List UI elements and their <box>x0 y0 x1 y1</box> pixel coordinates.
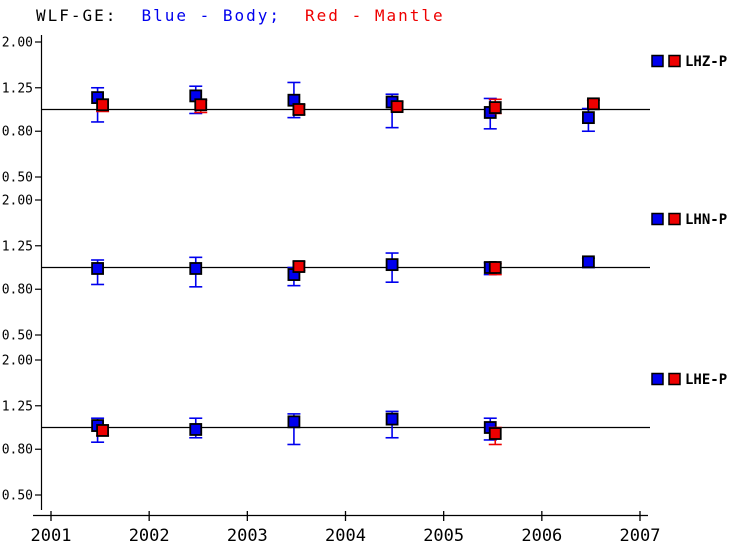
y-tick-label: 2.00 <box>2 354 33 369</box>
y-tick-label: 0.80 <box>2 443 33 458</box>
legend-channel-label: LHZ-P <box>685 54 727 70</box>
mantle-data-point <box>488 261 502 274</box>
legend-mantle-swatch <box>668 372 681 386</box>
mantle-data-point <box>488 427 502 440</box>
y-tick-label: 0.80 <box>2 283 33 298</box>
y-tick-label: 0.50 <box>2 171 33 186</box>
x-tick-label: 2002 <box>129 526 170 546</box>
y-tick-label: 2.00 <box>2 36 33 51</box>
y-tick-label: 1.25 <box>2 81 33 96</box>
x-tick-label: 2006 <box>521 526 562 546</box>
y-tick-label: 0.80 <box>2 125 33 140</box>
body-data-point <box>189 423 203 436</box>
title-body-series-label: Blue - Body; <box>141 6 282 25</box>
body-data-point <box>385 258 399 272</box>
x-tick-label: 2004 <box>325 526 366 546</box>
mantle-data-point <box>96 424 109 437</box>
legend-channel-label: LHE-P <box>685 372 727 388</box>
mantle-data-point <box>96 98 109 112</box>
body-data-point <box>287 415 301 429</box>
mantle-data-point <box>194 98 208 112</box>
x-tick-label: 2001 <box>31 526 72 546</box>
mantle-data-point <box>587 97 600 111</box>
body-data-point <box>189 262 203 275</box>
x-tick-label: 2003 <box>227 526 268 546</box>
legend-channel-label: LHN-P <box>685 212 727 228</box>
body-data-point <box>91 262 104 275</box>
x-tick-label: 2005 <box>423 526 464 546</box>
mantle-data-point <box>390 100 404 114</box>
x-tick-label: 2007 <box>620 526 661 546</box>
y-tick-label: 0.50 <box>2 489 33 504</box>
legend-body-swatch <box>651 372 664 386</box>
title-station-label: WLF-GE: <box>36 6 118 25</box>
mantle-data-point <box>292 260 306 273</box>
legend-body-swatch <box>651 212 664 226</box>
legend-body-swatch <box>651 54 664 68</box>
y-tick-label: 1.25 <box>2 239 33 254</box>
title-mantle-series-label: Red - Mantle <box>305 6 445 25</box>
body-data-point <box>582 111 595 125</box>
y-tick-label: 1.25 <box>2 399 33 414</box>
mantle-data-point <box>488 101 502 114</box>
body-data-point <box>582 255 595 269</box>
legend-mantle-swatch <box>668 54 681 68</box>
legend-mantle-swatch <box>668 212 681 226</box>
body-data-point <box>385 412 399 426</box>
mantle-data-point <box>292 103 306 116</box>
y-tick-label: 2.00 <box>2 194 33 209</box>
chart-title: WLF-GE: Blue - Body; Red - Mantle <box>36 6 445 25</box>
y-tick-label: 0.50 <box>2 329 33 344</box>
